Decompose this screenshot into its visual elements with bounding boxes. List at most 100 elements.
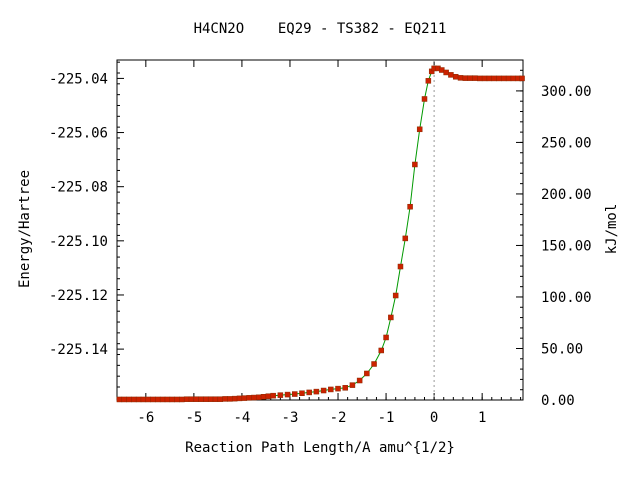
data-point: [510, 75, 517, 82]
data-point: [164, 396, 171, 403]
data-point: [198, 396, 204, 402]
data-point: [251, 394, 257, 401]
data-point: [260, 394, 267, 400]
data-point: [169, 396, 176, 403]
data-point: [486, 75, 493, 82]
data-point: [126, 396, 132, 403]
chart-title: H4CN2O EQ29 - TS382 - EQ211: [194, 21, 447, 37]
y-tick-label: -225.08: [49, 180, 108, 196]
data-point: [179, 396, 185, 403]
data-point: [255, 394, 262, 401]
y-tick-label: -225.10: [49, 234, 108, 250]
data-point: [421, 96, 428, 102]
data-point: [457, 75, 464, 81]
data-point: [121, 396, 127, 403]
data-point: [519, 75, 525, 82]
data-point: [155, 396, 161, 403]
data-point: [505, 75, 512, 82]
x-tick-label: -2: [330, 410, 347, 426]
data-point: [212, 396, 219, 402]
data-point: [174, 396, 180, 403]
x-tick-label: -3: [282, 410, 299, 426]
y2-tick-label: 150.00: [541, 238, 592, 254]
y-axis-left: -225.04 -225.06 -225.08 -225.10 -225.12 -225.…: [49, 61, 124, 399]
x-axis: -6 -5 -4 -3 -2 -1 0 1: [126, 60, 522, 426]
data-point: [397, 263, 404, 270]
data-point: [150, 396, 156, 403]
y-axis-right: 0.00 50.00 100.00 150.00 200.00 250.00 300.00: [516, 59, 592, 409]
data-point: [292, 391, 298, 397]
data-point: [188, 396, 195, 402]
data-point: [491, 75, 497, 82]
y2-tick-label: 300.00: [541, 84, 592, 100]
data-point: [356, 377, 363, 384]
data-point: [392, 292, 399, 299]
data-point: [131, 396, 137, 403]
data-point: [320, 387, 327, 394]
data-point: [342, 385, 348, 391]
data-point: [231, 395, 238, 402]
y2-tick-label: 50.00: [541, 341, 583, 357]
data-point: [270, 392, 276, 399]
data-point: [207, 396, 214, 402]
data-point: [364, 370, 370, 377]
data-point: [416, 126, 423, 133]
data-point: [203, 396, 209, 402]
data-point: [236, 395, 243, 402]
data-point: [378, 347, 385, 354]
data-point: [116, 396, 123, 403]
data-point: [407, 203, 413, 210]
data-point: [371, 361, 377, 367]
data-point: [217, 396, 224, 402]
data-point: [265, 393, 272, 399]
x-tick-label: -6: [137, 410, 154, 426]
series-line: [119, 67, 522, 400]
data-point: [388, 314, 394, 321]
data-point: [284, 391, 291, 398]
y-tick-label: -225.12: [49, 288, 108, 304]
y2-tick-label: 250.00: [541, 135, 592, 151]
y2-tick-label: 100.00: [541, 290, 592, 306]
data-point: [443, 69, 449, 76]
y-axis-label: Energy/Hartree: [17, 170, 33, 288]
x-tick-label: -1: [378, 410, 395, 426]
data-point: [467, 75, 473, 81]
data-point: [145, 396, 151, 403]
data-point: [246, 395, 252, 401]
data-point: [472, 75, 478, 81]
data-point: [425, 78, 432, 84]
data-point: [412, 161, 418, 168]
y-tick-label: -225.14: [49, 342, 108, 358]
data-point: [402, 235, 409, 242]
y2-tick-label: 200.00: [541, 187, 592, 203]
data-point: [501, 75, 507, 82]
y2-axis-label: kJ/mol: [604, 204, 620, 255]
data-point: [222, 396, 228, 402]
data-point: [277, 392, 284, 398]
y2-tick-label: 0.00: [541, 393, 575, 409]
data-point: [140, 396, 147, 403]
x-tick-label: -4: [233, 410, 250, 426]
x-tick-label: 0: [430, 410, 438, 426]
data-point: [496, 75, 502, 82]
plot-area-frame: [116, 59, 524, 401]
data-point: [183, 396, 190, 402]
data-point: [299, 390, 305, 396]
data-point: [452, 74, 459, 80]
y-tick-label: -225.06: [49, 126, 108, 142]
series-layer: [116, 65, 525, 403]
x-tick-label: -5: [185, 410, 202, 426]
data-point: [306, 389, 312, 396]
data-point: [241, 395, 248, 401]
data-point: [313, 388, 320, 395]
x-axis-label: Reaction Path Length/A amu^{1/2}: [185, 440, 455, 456]
data-point: [328, 386, 334, 393]
data-point: [383, 334, 389, 341]
data-point: [481, 75, 488, 82]
data-point: [135, 396, 142, 403]
data-point: [448, 72, 454, 78]
data-point: [477, 75, 483, 82]
data-point: [159, 396, 166, 403]
data-point: [227, 396, 233, 402]
